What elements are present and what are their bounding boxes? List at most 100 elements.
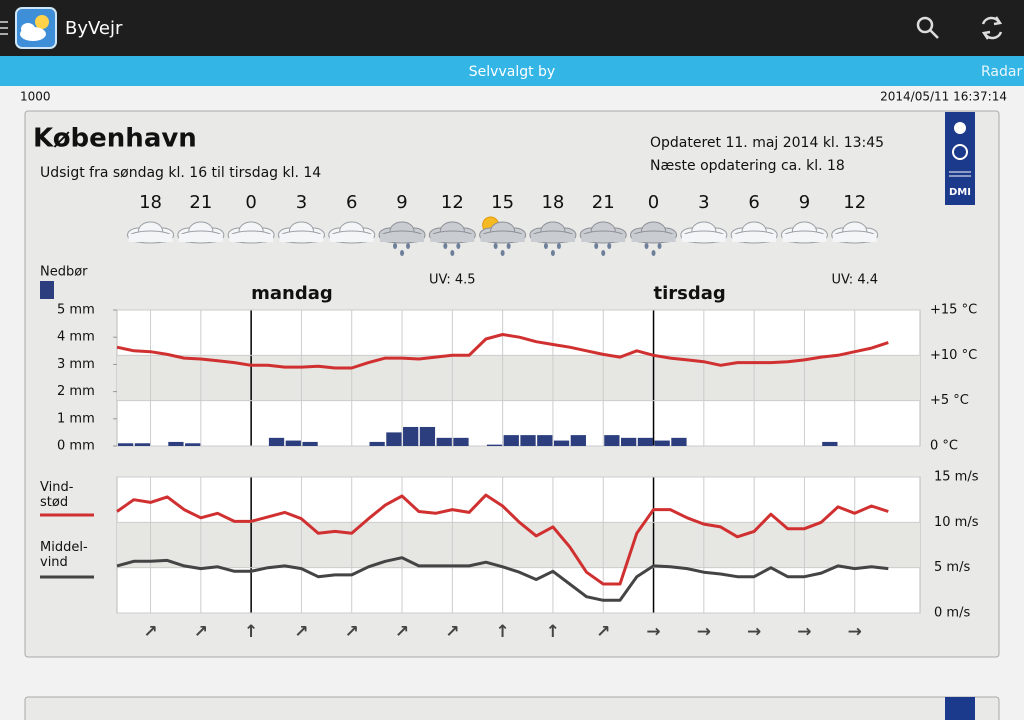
legend-label: Middel-vind [40,540,88,570]
wind-arrow: → [797,622,811,642]
status-right: 2014/05/11 16:37:14 [880,90,1007,104]
precip-bar [637,437,654,446]
rain-drop [651,250,656,256]
hour-label: 21 [592,192,615,213]
y2-tick-label: +10 °C [930,348,977,363]
app-title: ByVejr [65,18,123,39]
dmi-logo-text: DMI [949,187,971,198]
weather-icon [780,221,828,244]
y-tick-label: 5 mm [57,303,95,318]
y-tick-label: 10 m/s [934,515,979,530]
y-tick-label: 4 mm [57,330,95,345]
precip-bar [386,432,402,446]
precip-bar [369,441,385,446]
cloud-part [530,234,575,242]
cloud-part [631,234,676,242]
refresh-button[interactable] [981,16,1003,40]
search-button[interactable] [916,16,939,39]
cloud-part [329,234,374,242]
precip-bar [486,444,503,446]
y-tick-label: 1 mm [57,411,95,426]
cloud-part [832,234,877,242]
day-label: mandag [251,283,333,304]
hour-label: 18 [541,192,564,213]
cloud-part [128,234,173,242]
precip-bar [285,440,301,446]
legend-label: Nedbør [40,265,88,280]
y-tick-label: 0 m/s [934,606,970,621]
precip-bar [654,440,670,446]
app-bar [0,0,1024,56]
hour-label: 12 [843,192,866,213]
precip-bar [453,437,469,446]
cloud-part [480,234,525,242]
series-line [116,333,889,370]
rain-drop [493,243,498,249]
hour-label: 6 [748,192,759,213]
precip-bar [134,443,151,446]
y2-tick-label: +15 °C [930,303,977,318]
wind-arrow: ↗ [345,622,359,642]
precip-bar [168,441,184,446]
precip-bar [503,435,519,446]
rain-drop [393,243,398,249]
weather-icon [378,221,426,256]
weather-icon [177,221,225,244]
cloud-part [229,234,274,242]
wind-arrow: ↑ [496,622,510,642]
rain-drop [456,243,461,249]
hour-label: 0 [245,192,256,213]
cloud-part [279,234,324,242]
hour-label: 18 [139,192,162,213]
next-card [24,696,1000,720]
weather-icon [831,221,879,244]
hour-label: 0 [648,192,659,213]
rain-drop [506,243,511,249]
cloud-part [782,234,827,242]
precip-bar [268,437,285,446]
hour-label: 15 [491,192,514,213]
menu-icon[interactable] [0,21,8,35]
hour-label: 3 [296,192,307,213]
precip-bar [436,437,452,446]
weather-icon [479,216,527,256]
y-tick-label: 5 m/s [934,560,970,575]
wind-arrow: ↗ [194,622,208,642]
weather-icon [127,221,175,244]
wind-arrow: ↗ [143,622,157,642]
precip-bar [822,441,838,446]
rain-drop [594,243,599,249]
precip-bar [671,437,687,446]
cloud-part [581,234,626,242]
wind-arrow: ↗ [294,622,308,642]
uv-label: UV: 4.4 [831,273,878,288]
weather-icon [730,221,778,244]
app-icon[interactable] [15,7,57,49]
y-tick-label: 0 mm [57,439,95,454]
wind-arrow: → [697,622,711,642]
rain-drop [556,243,561,249]
wind-arrow: ↑ [244,622,258,642]
weather-icon [277,221,325,244]
tab-title[interactable]: Selvvalgt by [469,64,555,80]
tab-radar[interactable]: Radar [981,64,1022,80]
cloud-part [732,234,777,242]
wind-arrow: ↗ [596,622,610,642]
rain-drop [550,250,555,256]
hour-label: 9 [799,192,810,213]
precip-bar [118,443,134,446]
dmi-logo [945,112,975,205]
y-tick-label: 2 mm [57,384,95,399]
wind-arrow: → [848,622,862,642]
y-tick-label: 15 m/s [934,470,979,485]
precip-bar [403,426,419,446]
day-label: tirsdag [654,283,726,304]
precip-bar [570,435,586,446]
precip-bar [621,437,637,446]
rain-drop [500,250,505,256]
weather-icon [680,221,728,244]
wind-arrow: ↗ [395,622,409,642]
rain-drop [443,243,448,249]
precip-bar [604,435,620,446]
